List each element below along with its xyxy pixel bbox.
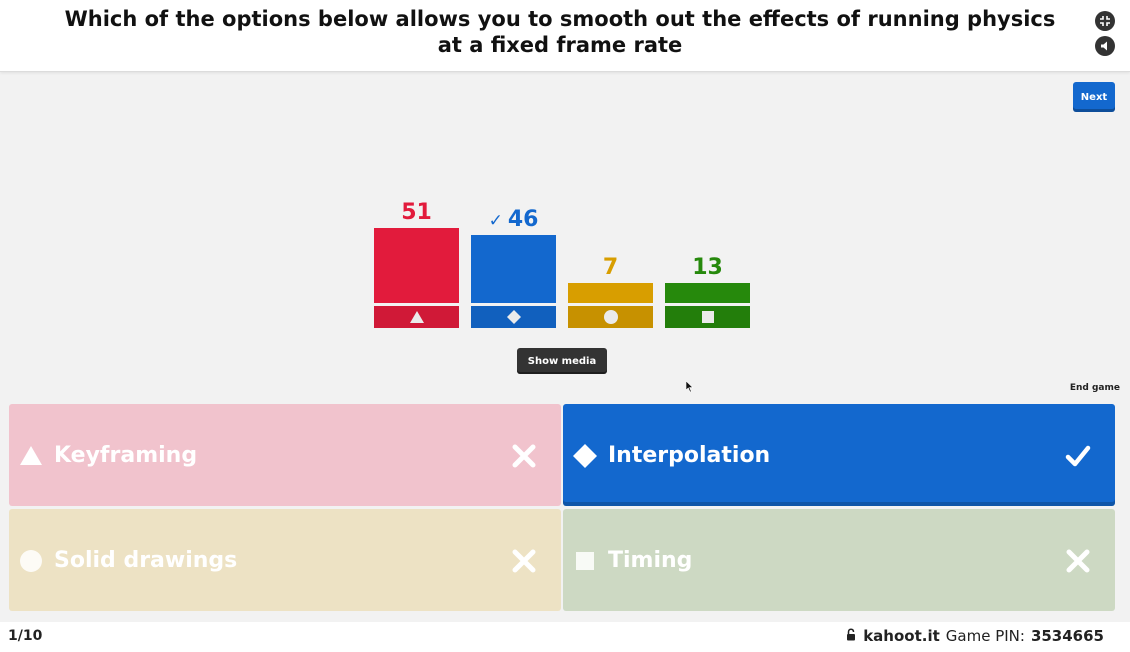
triangle-icon — [409, 311, 424, 323]
answer-label: Solid drawings — [54, 548, 238, 573]
end-game-link[interactable]: End game — [1069, 383, 1120, 393]
diamond-icon — [573, 444, 597, 468]
show-media-button[interactable]: Show media — [517, 348, 607, 374]
pin-value: 3534665 — [1030, 627, 1104, 645]
bar-value: 13 — [692, 255, 723, 280]
answer-option-solid-drawings[interactable]: Solid drawings — [9, 509, 561, 611]
site-name: kahoot.it — [863, 627, 940, 645]
bar-body — [665, 283, 750, 303]
answer-label: Interpolation — [608, 443, 771, 468]
bar-shape-footer — [471, 306, 556, 328]
cross-icon — [511, 548, 537, 574]
cross-icon — [511, 443, 537, 469]
fullscreen-exit-button[interactable] — [1095, 11, 1115, 31]
question-text: Which of the options below allows you to… — [64, 7, 1056, 57]
bar-value: 7 — [602, 255, 619, 280]
volume-icon — [1099, 40, 1111, 52]
bar-body — [471, 235, 556, 303]
bar-value-label: 7 — [568, 256, 653, 280]
bar-value-label: 13 — [665, 256, 750, 280]
answer-label: Keyframing — [54, 443, 198, 468]
correct-check-icon: ✓ — [488, 211, 503, 231]
bar-body — [374, 228, 459, 303]
bar-value: 46 — [507, 207, 539, 232]
bar-body — [568, 283, 653, 303]
square-icon — [701, 311, 714, 323]
triangle-icon — [19, 444, 43, 468]
answer-option-keyframing[interactable]: Keyframing — [9, 404, 561, 506]
bar-value-label: ✓ 46 — [471, 208, 556, 233]
checkmark-icon — [1065, 443, 1091, 469]
bar-value-label: 51 — [374, 201, 459, 225]
question-header: Which of the options below allows you to… — [0, 0, 1130, 72]
bar-shape-footer — [374, 306, 459, 328]
circle-icon — [19, 549, 43, 573]
cross-icon — [1065, 548, 1091, 574]
bar-value: 51 — [401, 200, 432, 225]
circle-icon — [603, 310, 618, 324]
square-icon — [573, 549, 597, 573]
volume-button[interactable] — [1095, 36, 1115, 56]
answer-option-interpolation[interactable]: Interpolation — [563, 404, 1115, 506]
answer-label: Timing — [608, 548, 693, 573]
fullscreen-exit-icon — [1099, 15, 1111, 27]
answer-option-timing[interactable]: Timing — [563, 509, 1115, 611]
pin-label: Game PIN: — [945, 627, 1025, 645]
lock-icon — [845, 627, 857, 645]
bar-shape-footer — [568, 306, 653, 328]
next-button[interactable]: Next — [1073, 82, 1115, 112]
mouse-cursor-icon — [685, 378, 694, 397]
game-pin-info: kahoot.it Game PIN: 3534665 — [845, 627, 1104, 645]
diamond-icon — [506, 310, 521, 324]
game-footer: 1/10 kahoot.it Game PIN: 3534665 — [0, 622, 1130, 652]
bar-shape-footer — [665, 306, 750, 328]
question-counter: 1/10 — [8, 628, 43, 644]
